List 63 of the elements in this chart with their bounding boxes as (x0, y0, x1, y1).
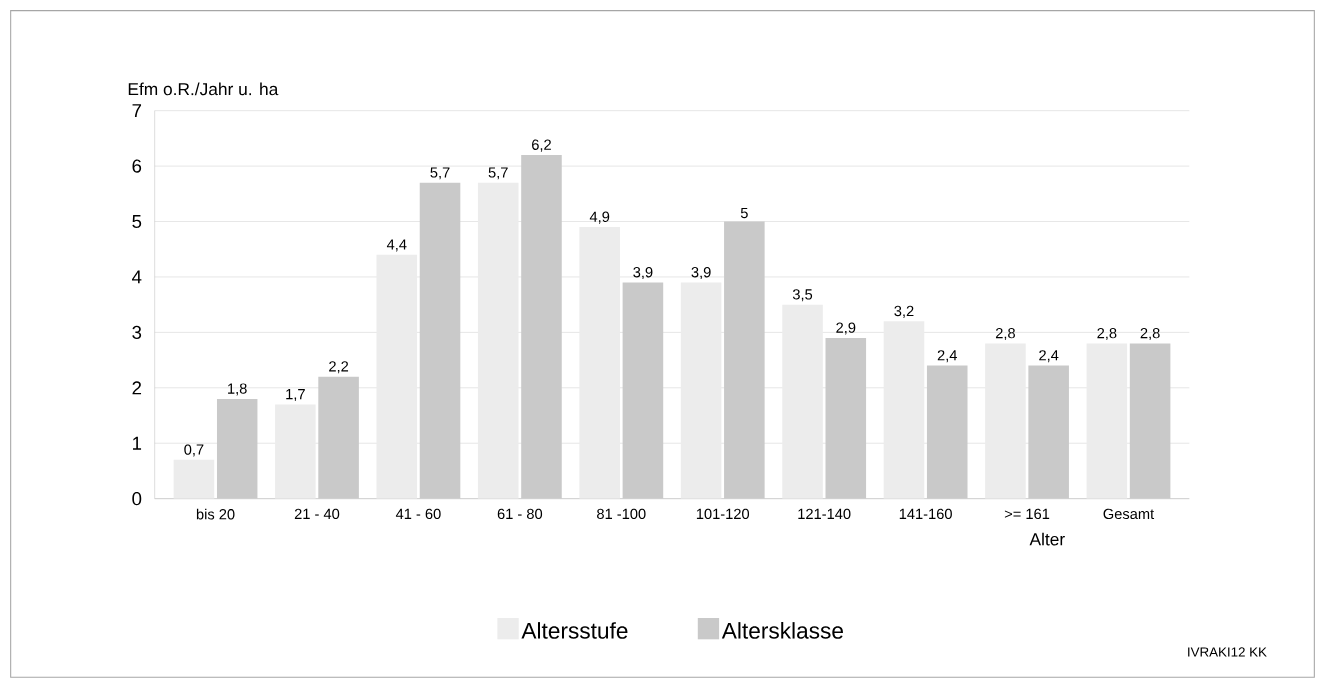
bar (1086, 343, 1128, 499)
x-tick-label: bis 20 (196, 508, 235, 520)
bar (724, 221, 765, 499)
x-tick-label: 41 - 60 (395, 508, 441, 520)
data-label: 4,4 (386, 239, 407, 252)
y-tick-label: 3 (132, 325, 142, 339)
bar (782, 304, 823, 499)
bar (622, 282, 664, 499)
bar (376, 254, 418, 499)
bar (1129, 343, 1171, 499)
y-tick-label: 1 (133, 436, 142, 450)
data-label: 2,4 (1039, 350, 1059, 363)
data-label: 6,2 (532, 139, 551, 152)
bar (419, 182, 461, 499)
x-tick-label: 81 -100 (597, 508, 646, 520)
y-tick-label: 6 (132, 159, 142, 173)
bar (318, 376, 359, 499)
data-label: 2,8 (1097, 327, 1117, 341)
x-tick-label: 121-140 (798, 508, 851, 520)
y-tick-label: 5 (132, 215, 142, 229)
bar (216, 398, 258, 499)
bar (825, 337, 867, 499)
bar (173, 459, 215, 499)
data-label: 0,7 (184, 444, 204, 457)
data-label: 3,5 (792, 289, 813, 302)
text: IVRAKI12 KK (1188, 647, 1267, 657)
y-axis-title: Efm o.R./Jahr u. ha (128, 82, 279, 96)
data-label: 2,9 (836, 322, 856, 335)
bar (985, 343, 1026, 499)
bar (521, 155, 562, 499)
data-label: 4,9 (589, 211, 610, 224)
data-label: 3,9 (633, 267, 653, 280)
bar (275, 404, 316, 499)
bar (1028, 365, 1069, 499)
bar (477, 182, 519, 499)
x-tick-label: 141-160 (899, 508, 952, 520)
data-label: 3,2 (894, 305, 914, 318)
data-label: 2,8 (1140, 327, 1160, 341)
data-label: 2,8 (995, 327, 1015, 341)
data-label: 5,7 (430, 167, 450, 180)
y-tick-label: 2 (132, 381, 142, 395)
data-label: 2,4 (937, 350, 957, 363)
legend-label: Altersstufe (521, 622, 628, 639)
data-label: 5 (740, 207, 748, 219)
x-axis-title: Alter (1029, 532, 1065, 546)
x-tick-label: Gesamt (1103, 508, 1155, 520)
data-label: 1,8 (228, 383, 247, 396)
x-tick-label: 21 - 40 (294, 508, 340, 520)
legend-label: Altersklasse (721, 622, 843, 639)
y-tick-label: 4 (132, 270, 142, 284)
y-tick-label: 0 (132, 492, 142, 506)
x-tick-label: 101-120 (696, 508, 750, 520)
bar (680, 282, 722, 499)
bar (579, 227, 620, 499)
x-tick-label: 61 - 80 (497, 508, 543, 520)
y-tick-label: 7 (132, 104, 142, 118)
bar (883, 321, 925, 499)
data-label: 2,2 (329, 361, 349, 374)
data-label: 3,9 (691, 267, 711, 280)
data-label: 5,7 (488, 167, 508, 180)
x-tick-label: >= 161 (1004, 508, 1050, 520)
data-label: 1,7 (286, 389, 305, 402)
bar (926, 365, 968, 499)
